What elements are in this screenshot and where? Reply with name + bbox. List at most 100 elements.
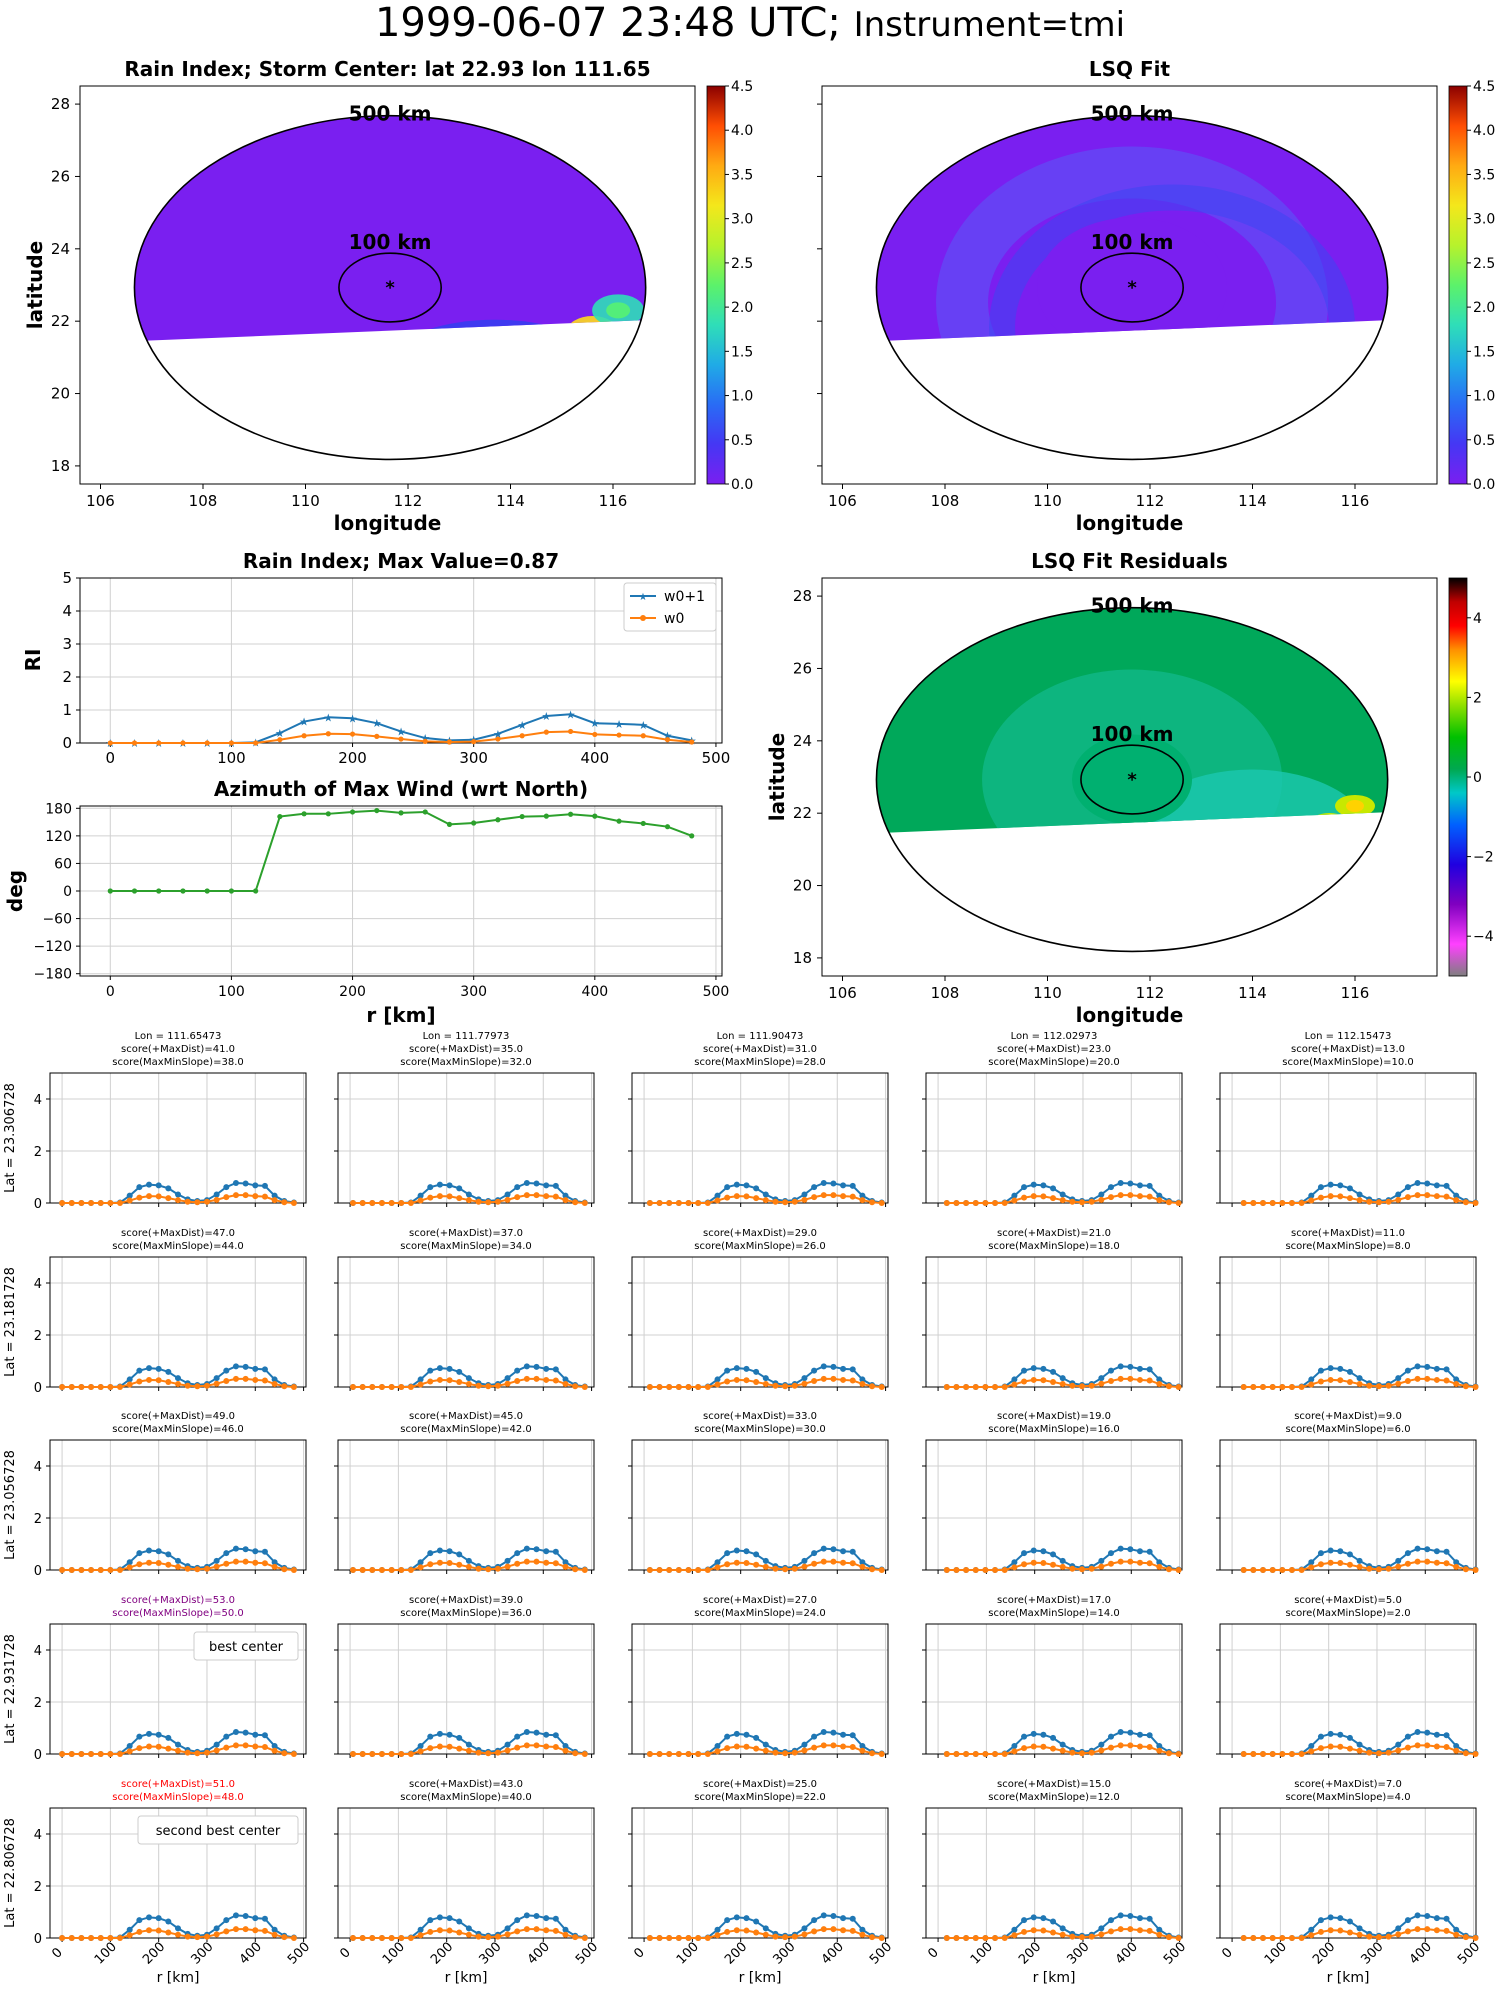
colorbar <box>706 85 726 485</box>
panel-series-w0-point <box>146 1193 153 1200</box>
panel-series-w0p1-point <box>801 1375 808 1382</box>
panel-series-w0p1-point <box>126 1376 133 1383</box>
colorbar-tick-label: 2.0 <box>731 300 753 316</box>
panel-series-w0-point <box>203 1933 210 1940</box>
plot-area <box>50 1257 306 1387</box>
panel-series-w0p1-point <box>1356 1191 1363 1198</box>
x-tick-label: 300 <box>188 1939 216 1967</box>
panel-score-slope: score(MaxMinSlope)=22.0 <box>694 1792 825 1803</box>
panel-series-w0p1-point <box>136 1917 143 1924</box>
panel-series-w0-point <box>820 1926 827 1933</box>
panel-series-w0-point <box>475 1933 482 1940</box>
axes-frame <box>79 85 696 485</box>
panel-series-w0-point <box>1021 1194 1028 1201</box>
panel-series-w0-point <box>1156 1197 1163 1204</box>
panel-series-w0-point <box>184 1198 191 1205</box>
panel-series-w0p1-point <box>417 1376 424 1383</box>
colorbar-tick-label: 1.0 <box>1473 389 1495 405</box>
panel-series-w0p1-point <box>753 1918 760 1925</box>
y-tick-label: 20 <box>793 877 812 895</box>
panel-series-w0-point <box>1088 1198 1095 1205</box>
panel-series-w0p1-point <box>762 1375 769 1382</box>
panel-series-w0-point <box>446 1927 453 1934</box>
panel-series-w0-point <box>704 1935 711 1941</box>
panel-series-w0-point <box>1298 1567 1305 1573</box>
panel-series-w0-point <box>165 1378 172 1385</box>
y-tick-label: 26 <box>51 167 70 185</box>
x-tick-label: 114 <box>1238 984 1267 1002</box>
panel-series-w0p1-point <box>1395 1925 1402 1932</box>
plot-area <box>1220 1624 1476 1754</box>
x-tick-label: 400 <box>525 1939 553 1967</box>
series-azimuth-point <box>543 813 549 819</box>
panel-series-w0-point <box>378 1751 385 1757</box>
panel-series-w0-point <box>475 1565 482 1572</box>
panel-series-w0p1-point <box>504 1375 511 1382</box>
x-tick-label: 200 <box>428 1939 456 1967</box>
panel-series-w0-point <box>184 1933 191 1940</box>
panel-series-w0-point <box>869 1934 876 1941</box>
panel-series-w0p1-point <box>811 1550 818 1557</box>
panel-series-w0-point <box>1385 1565 1392 1572</box>
y-tick-label: 20 <box>51 385 70 403</box>
panel-series-w0p1-point <box>533 1180 540 1187</box>
panel-series-w0p1-point <box>1146 1182 1153 1189</box>
panel-series-w0p1-point <box>427 1550 434 1557</box>
panel-series-w0p1-point <box>562 1192 569 1199</box>
series-w0-point <box>374 733 380 740</box>
panel-series-w0-point <box>290 1567 297 1573</box>
panel-series-w0-point <box>1433 1927 1440 1934</box>
panel-series-w0-point <box>436 1743 443 1750</box>
axes-frame <box>925 1256 1183 1388</box>
center-legend-label: best center <box>209 1640 284 1655</box>
panel-series-w0p1-point <box>753 1185 760 1192</box>
panel-series-w0p1-point <box>165 1368 172 1375</box>
series-w0-point <box>204 740 210 746</box>
plot-area <box>1220 1257 1476 1387</box>
panel-series-w0p1-point <box>820 1363 827 1370</box>
panel-series-w0-point <box>398 1567 405 1573</box>
panel-series-w0p1-point <box>146 1547 153 1554</box>
panel-series-w0p1-point <box>533 1729 540 1736</box>
panel-series-w0p1-point <box>1453 1559 1460 1566</box>
panel-series-w0-point <box>369 1751 376 1757</box>
panel-series-w0-point <box>1011 1381 1018 1388</box>
y-tick-label: 4 <box>62 602 72 620</box>
colorbar-tick-label: 0.5 <box>731 433 753 449</box>
panel-series-w0-point <box>1327 1743 1334 1750</box>
panel-series-w0-point <box>992 1567 999 1573</box>
panel-series-w0-point <box>1240 1935 1247 1941</box>
panel-series-w0p1-point <box>849 1366 856 1373</box>
axes-frame <box>1219 1072 1477 1204</box>
panel-series-w0-point <box>801 1563 808 1570</box>
panel-series-w0-point <box>1414 1192 1421 1199</box>
panel-series-w0-point <box>1059 1931 1066 1938</box>
panel-series-w0-point <box>155 1377 162 1384</box>
panel-series-w0p1-point <box>523 1179 530 1186</box>
series-w0p1-point: ★ <box>614 718 624 731</box>
panel-series-w0-point <box>378 1935 385 1941</box>
panel-series-w0-point <box>242 1742 249 1749</box>
panel-series-w0-point <box>97 1935 104 1941</box>
panel-series-w0-point <box>840 1559 847 1566</box>
panel-series-w0p1-point <box>232 1363 239 1370</box>
panel-score-maxdist: score(+MaxDist)=39.0 <box>409 1595 523 1606</box>
series-azimuth-point <box>131 888 138 894</box>
x-tick-label: 200 <box>1016 1939 1044 1967</box>
panel-series-w0-point <box>1385 1933 1392 1940</box>
y-tick-label: 18 <box>793 949 812 967</box>
panel-score-slope: score(MaxMinSlope)=40.0 <box>400 1792 531 1803</box>
panel-series-w0-point <box>417 1197 424 1204</box>
panel-series-w0-point <box>252 1193 259 1200</box>
panel-series-w0-point <box>184 1749 191 1756</box>
panel-series-w0-point <box>369 1384 376 1390</box>
y-tick-label: −120 <box>34 939 72 955</box>
panel-score-maxdist: score(+MaxDist)=23.0 <box>997 1044 1111 1055</box>
panel-series-w0-point <box>398 1751 405 1757</box>
panel-series-w0p1-point <box>714 1192 721 1199</box>
axes-frame <box>821 85 1438 485</box>
panel-series-w0-point <box>1356 1197 1363 1204</box>
panel-series-w0-point <box>407 1751 414 1757</box>
panel-series-w0p1-point <box>1327 1547 1334 1554</box>
panel-series-w0-point <box>1443 1927 1450 1934</box>
